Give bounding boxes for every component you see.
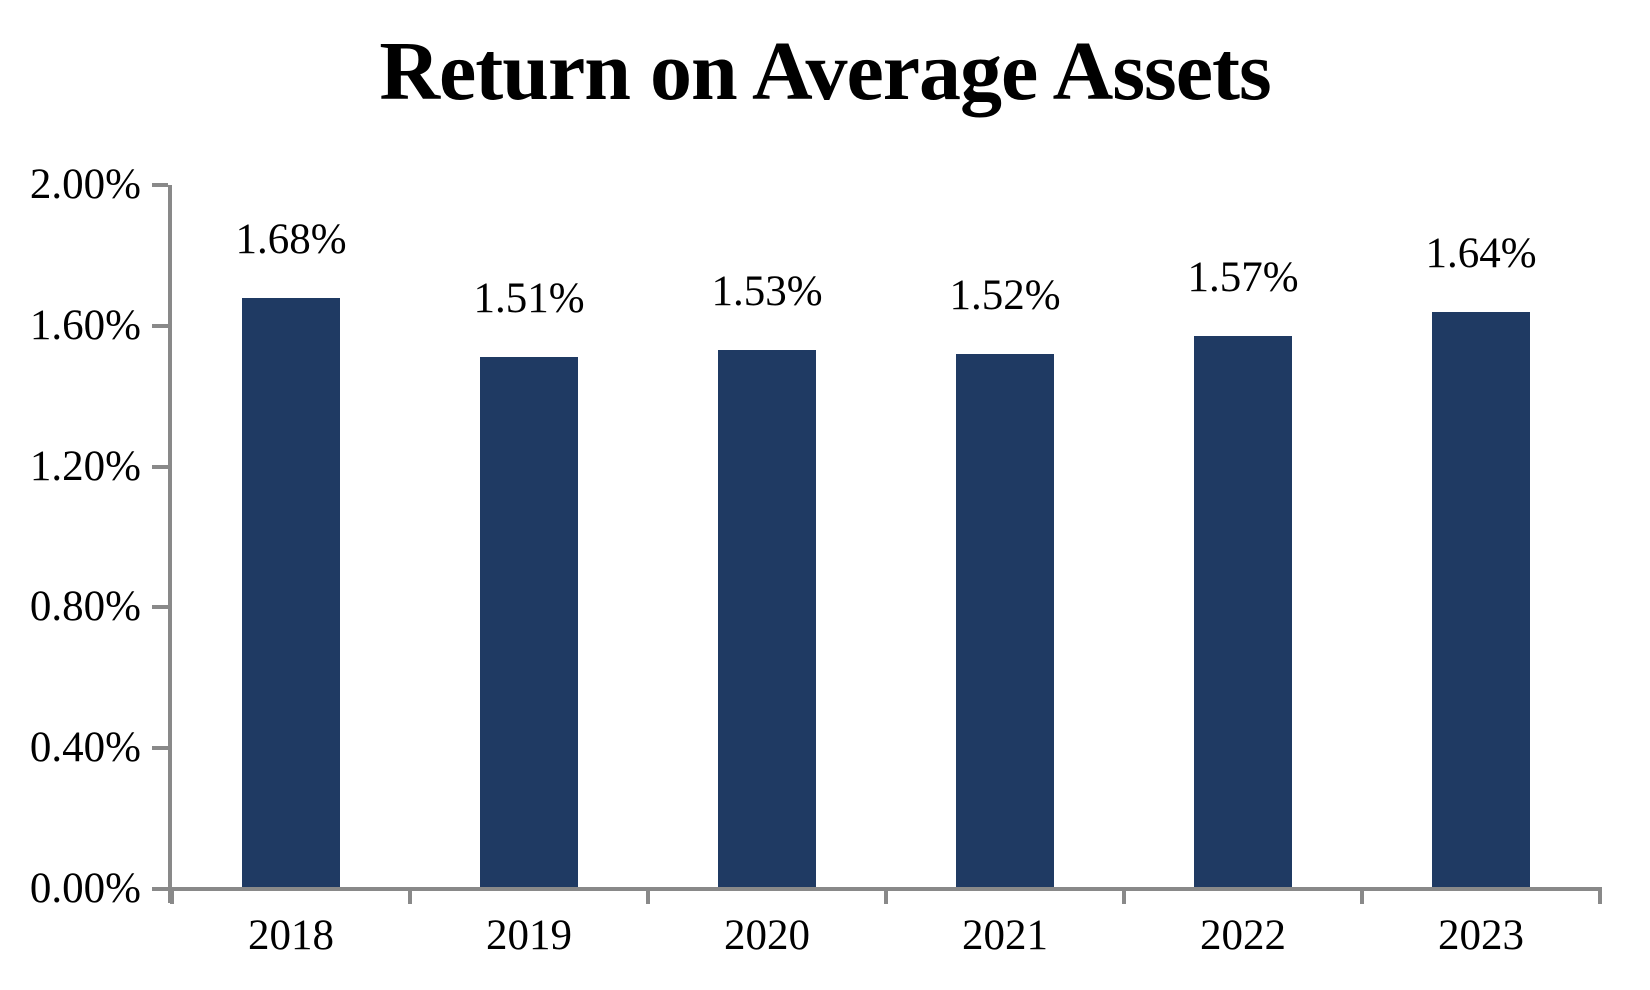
x-axis-tick [1360,891,1364,904]
y-axis-tick-label: 1.20% [29,442,141,490]
bar-2020 [718,350,816,887]
x-axis-category-label: 2019 [486,912,572,959]
bar-2023 [1432,311,1530,887]
y-axis-tick-label: 0.80% [29,583,141,631]
y-axis-tick [152,887,168,891]
y-axis-tick-label: 0.00% [29,865,141,912]
x-axis-category-label: 2022 [1200,912,1286,959]
bar-value-label: 1.52% [949,271,1061,319]
x-axis-tick [170,891,174,904]
y-axis-line [168,185,172,903]
y-axis-tick-label: 2.00% [29,161,141,208]
x-axis-tick [646,891,650,904]
chart-title: Return on Average Assets [379,25,1271,118]
x-axis-category-label: 2023 [1438,912,1524,959]
x-axis-line [168,887,1602,891]
bar-2019 [480,357,578,887]
bar-value-label: 1.51% [473,275,585,323]
x-axis-category-label: 2018 [248,912,334,959]
y-axis-tick [152,323,168,328]
bar-2021 [956,353,1054,887]
x-axis-tick [408,891,412,904]
y-axis-tick [152,183,168,187]
x-axis-category-label: 2020 [724,912,810,959]
bar-2018 [242,297,340,887]
y-axis-tick-label: 0.40% [29,724,141,772]
bar-value-label: 1.57% [1187,254,1299,302]
bar-value-label: 1.64% [1425,229,1537,277]
y-axis-tick-label: 1.60% [29,301,141,349]
x-axis-tick [884,891,888,904]
bar-value-label: 1.68% [235,215,347,263]
y-axis-tick [152,746,168,751]
y-axis-tick [152,464,168,469]
x-axis-tick [1598,891,1602,904]
bar-2022 [1194,336,1292,887]
bar-value-label: 1.53% [711,268,823,316]
x-axis-category-label: 2021 [962,912,1048,959]
y-axis-tick [152,605,168,610]
x-axis-tick [1122,891,1126,904]
